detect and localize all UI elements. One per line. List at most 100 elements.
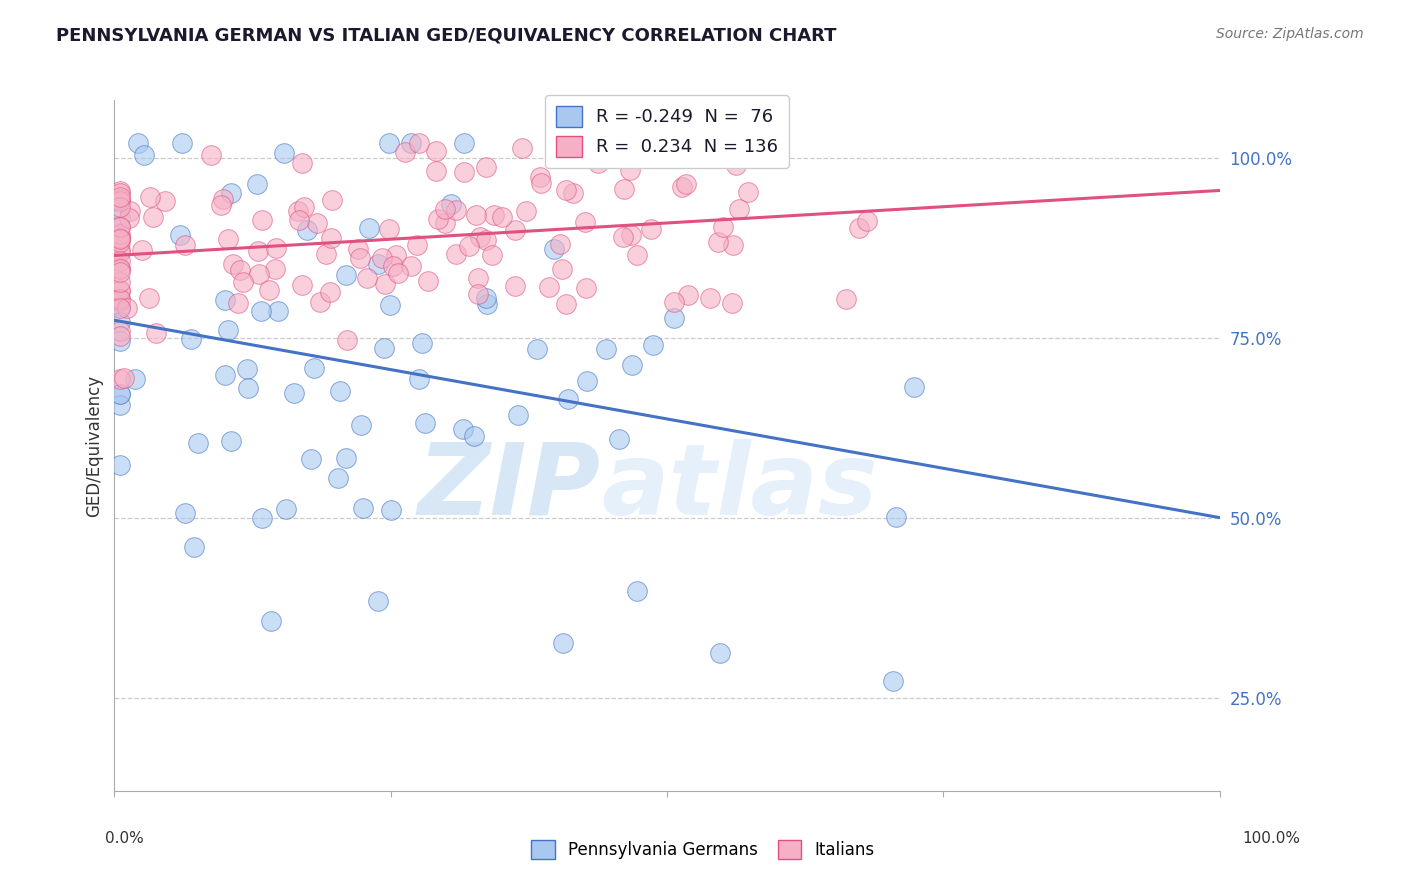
Point [217,232,239,246]
Y-axis label: GED/Equivalency: GED/Equivalency [86,375,103,516]
Point [108,292,131,306]
Point [626,248,648,262]
Point [108,292,131,306]
Point [305,215,328,229]
Point [725,158,748,172]
Point [529,170,551,185]
Point [477,297,499,311]
Point [108,231,131,245]
Point [526,343,548,357]
Point [108,284,131,298]
Point [561,186,583,201]
Point [108,387,131,401]
Point [108,244,131,259]
Point [350,417,373,432]
Point [378,222,401,236]
Point [515,204,537,219]
Point [108,261,131,276]
Point [467,287,489,301]
Point [595,342,617,356]
Point [172,136,194,151]
Point [250,511,273,525]
Point [309,295,332,310]
Point [108,243,131,257]
Point [707,235,730,249]
Point [475,233,498,247]
Point [169,227,191,242]
Point [711,219,734,234]
Point [357,220,380,235]
Point [381,260,404,274]
Point [108,211,131,226]
Point [319,285,342,299]
Point [453,136,475,151]
Point [374,277,396,292]
Point [453,165,475,179]
Point [219,186,242,200]
Point [503,223,526,237]
Point [335,268,357,282]
Point [108,184,131,198]
Point [399,260,422,274]
Point [408,136,430,151]
Point [613,182,636,196]
Point [728,202,751,216]
Point [200,148,222,162]
Point [108,231,131,245]
Point [108,458,131,472]
Point [108,387,131,401]
Point [118,211,141,225]
Point [187,435,209,450]
Point [211,192,233,206]
Point [108,235,131,250]
Point [553,635,575,649]
Point [394,145,416,160]
Point [336,333,359,347]
Point [283,385,305,400]
Point [274,502,297,516]
Point [108,200,131,214]
Point [662,295,685,310]
Point [699,292,721,306]
Point [709,646,731,660]
Point [108,324,131,338]
Point [543,242,565,256]
Point [903,380,925,394]
Point [238,381,260,395]
Point [349,252,371,266]
Point [257,283,280,297]
Point [433,216,456,230]
Point [108,254,131,268]
Point [557,392,579,406]
Point [108,329,131,343]
Point [508,408,530,422]
Point [620,358,643,372]
Point [612,230,634,244]
Point [108,219,131,233]
Point [510,141,533,155]
Point [108,190,131,204]
Point [246,177,269,191]
Text: Source: ZipAtlas.com: Source: ZipAtlas.com [1216,27,1364,41]
Point [319,231,342,245]
Point [266,304,288,318]
Point [737,185,759,199]
Text: 100.0%: 100.0% [1243,831,1301,846]
Point [676,287,699,301]
Point [138,190,160,204]
Point [548,236,571,251]
Point [108,265,131,279]
Point [183,540,205,554]
Point [586,156,609,170]
Point [222,256,245,270]
Point [723,238,745,252]
Point [465,208,488,222]
Point [108,301,131,315]
Point [326,471,349,485]
Point [503,279,526,293]
Point [214,293,236,307]
Point [425,163,447,178]
Point [108,261,131,276]
Point [380,503,402,517]
Point [482,208,505,222]
